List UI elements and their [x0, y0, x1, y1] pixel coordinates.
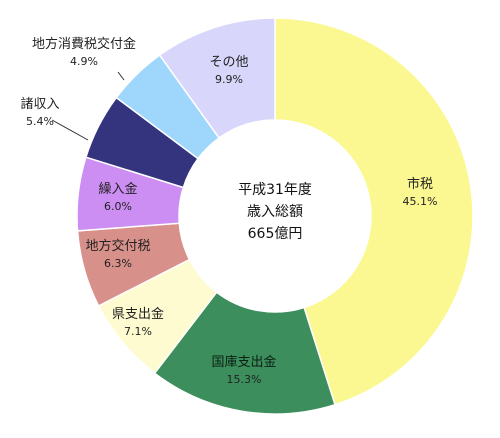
- center-text-group: 平成31年度 歳入総額 665億円: [238, 182, 312, 242]
- slice-value-7: 9.9%: [215, 73, 243, 86]
- slice-value-4: 6.0%: [104, 200, 132, 213]
- label-group: 市税 45.1% 国庫支出金 15.3% 県支出金 7.1% 地方交付税 6.3% 繰入金 6.0…: [20, 36, 437, 386]
- slice-label-2: 県支出金: [112, 306, 164, 322]
- slice-value-3: 6.3%: [104, 257, 132, 270]
- slice-label-7: その他: [209, 55, 248, 70]
- slice-label-5: 諸収入: [20, 96, 59, 112]
- slice-value-5: 5.4%: [26, 115, 54, 128]
- slice-value-1: 15.3%: [227, 373, 262, 386]
- slice-label-3: 地方交付税: [85, 238, 150, 254]
- center-text-line-3: 665億円: [248, 226, 303, 242]
- slice-label-0: 市税: [407, 176, 433, 192]
- leader-line-5: [51, 119, 89, 141]
- slice-label-6: 地方消費税交付金: [32, 36, 136, 52]
- leader-line-6: [117, 71, 125, 81]
- slice-label-1: 国庫支出金: [211, 354, 276, 370]
- leader-line-group: [51, 71, 125, 141]
- slice-7: [158, 17, 276, 140]
- slice-value-6: 4.9%: [70, 55, 98, 68]
- slice-value-0: 45.1%: [403, 195, 438, 208]
- slice-group: [76, 17, 474, 415]
- slice-value-2: 7.1%: [124, 325, 152, 338]
- slice-1: [153, 291, 336, 415]
- center-text-line-1: 平成31年度: [238, 182, 312, 198]
- center-text-line-2: 歳入総額: [247, 204, 303, 220]
- slice-label-4: 繰入金: [98, 181, 137, 197]
- slice-0: [274, 17, 474, 406]
